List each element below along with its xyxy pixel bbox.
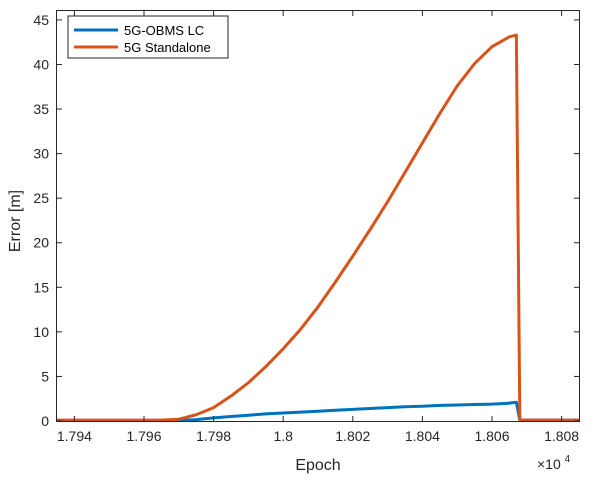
legend: 5G-OBMS LC 5G Standalone bbox=[67, 15, 229, 59]
y-tick-label: 40 bbox=[33, 56, 49, 72]
x-tick-label: 1.806 bbox=[474, 428, 509, 444]
y-axis-ticks: 0 5 10 15 20 25 30 35 40 45 bbox=[33, 12, 579, 429]
series-line-1 bbox=[57, 400, 579, 423]
legend-label-series-2: 5G Standalone bbox=[124, 40, 211, 55]
y-tick-label: 10 bbox=[33, 324, 49, 340]
y-tick-label: 30 bbox=[33, 146, 49, 162]
y-tick-label: 35 bbox=[33, 101, 49, 117]
y-tick-label: 15 bbox=[33, 279, 49, 295]
plot-area bbox=[57, 33, 579, 423]
series-line-2 bbox=[57, 33, 579, 422]
x-tick-label: 1.802 bbox=[335, 428, 370, 444]
x-axis-multiplier: ×10 4 bbox=[537, 454, 571, 472]
x-tick-label: 1.798 bbox=[196, 428, 231, 444]
y-tick-label: 45 bbox=[33, 12, 49, 28]
y-axis-label: Error [m] bbox=[7, 190, 24, 252]
x-axis-multiplier-base: ×10 bbox=[537, 456, 561, 472]
legend-label-series-1: 5G-OBMS LC bbox=[124, 23, 204, 38]
axes-box bbox=[56, 10, 580, 422]
x-tick-label: 1.804 bbox=[405, 428, 440, 444]
x-tick-label: 1.8 bbox=[273, 428, 293, 444]
x-tick-label: 1.808 bbox=[544, 428, 579, 444]
y-tick-label: 5 bbox=[41, 368, 49, 384]
legend-box bbox=[67, 15, 229, 59]
x-tick-label: 1.796 bbox=[126, 428, 161, 444]
y-tick-label: 20 bbox=[33, 235, 49, 251]
y-tick-label: 25 bbox=[33, 190, 49, 206]
x-axis-label: Epoch bbox=[295, 457, 340, 474]
x-axis-multiplier-exponent: 4 bbox=[565, 454, 571, 465]
x-tick-label: 1.794 bbox=[57, 428, 92, 444]
x-axis-ticks: 1.794 1.796 1.798 1.8 1.802 1.804 1.806 1.808 bbox=[57, 11, 579, 444]
y-tick-label: 0 bbox=[41, 413, 49, 429]
